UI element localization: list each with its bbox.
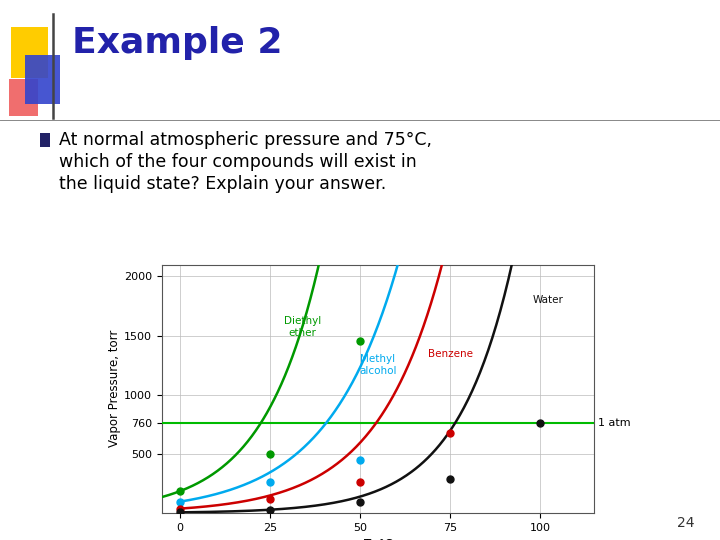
Text: Example 2: Example 2 bbox=[72, 26, 282, 60]
Text: At normal atmospheric pressure and 75°C,: At normal atmospheric pressure and 75°C, bbox=[59, 131, 432, 149]
FancyBboxPatch shape bbox=[11, 27, 48, 78]
FancyBboxPatch shape bbox=[9, 79, 38, 116]
Text: the liquid state? Explain your answer.: the liquid state? Explain your answer. bbox=[59, 175, 387, 193]
Text: which of the four compounds will exist in: which of the four compounds will exist i… bbox=[59, 153, 417, 171]
FancyBboxPatch shape bbox=[25, 55, 60, 104]
Y-axis label: Vapor Pressure, torr: Vapor Pressure, torr bbox=[109, 330, 122, 448]
Text: Water: Water bbox=[533, 295, 564, 305]
Text: Methyl
alcohol: Methyl alcohol bbox=[359, 354, 397, 376]
FancyBboxPatch shape bbox=[40, 133, 50, 147]
Text: 1 atm: 1 atm bbox=[598, 418, 631, 428]
Text: 24: 24 bbox=[678, 516, 695, 530]
X-axis label: T, °C: T, °C bbox=[364, 538, 392, 540]
Text: Benzene: Benzene bbox=[428, 349, 474, 359]
Text: Diethyl
ether: Diethyl ether bbox=[284, 316, 321, 338]
